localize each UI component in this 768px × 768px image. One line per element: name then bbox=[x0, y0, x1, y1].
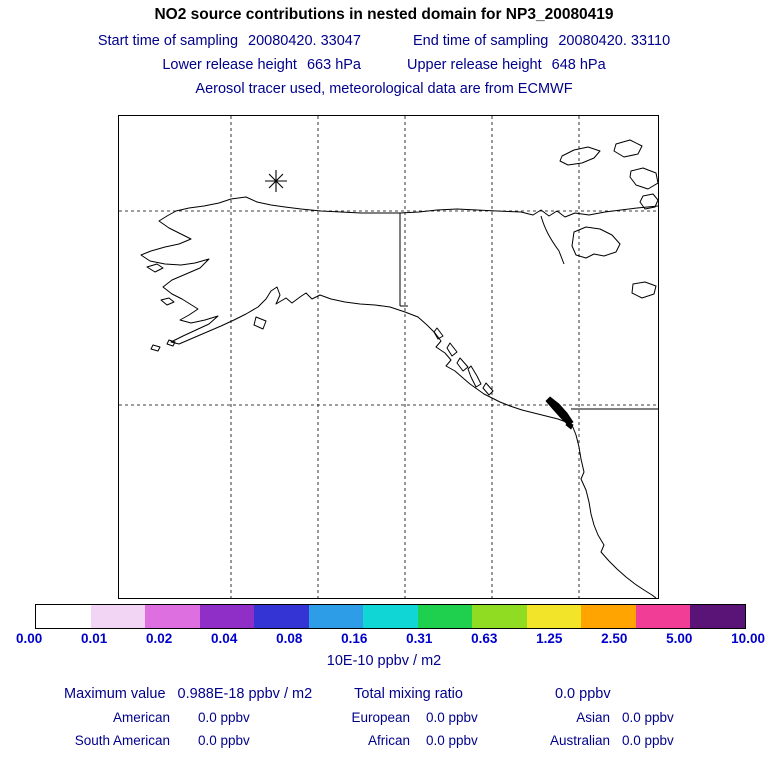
start-time-value: 20080420. 33047 bbox=[248, 33, 361, 49]
coastline-paths bbox=[140, 196, 658, 598]
region-label-south-american: South American bbox=[74, 733, 170, 748]
colorbar-tick-label: 0.31 bbox=[406, 631, 433, 646]
colorbar-tick-label: 10.00 bbox=[731, 631, 765, 646]
upper-release-label: Upper release height bbox=[407, 57, 542, 73]
colorbar-segment bbox=[526, 605, 582, 628]
upper-release-height: Upper release height 648 hPa bbox=[407, 57, 606, 73]
region-value-australian: 0.0 ppbv bbox=[622, 733, 674, 748]
colorbar-segment bbox=[635, 605, 691, 628]
region-label-asian: Asian bbox=[576, 710, 610, 725]
start-time-label: Start time of sampling bbox=[97, 33, 239, 49]
lower-release-label: Lower release height bbox=[162, 57, 297, 73]
release-marker-asterisk-icon bbox=[265, 170, 287, 192]
release-height-line: Lower release height 663 hPa Upper relea… bbox=[0, 57, 768, 73]
region-label-american: American bbox=[112, 710, 170, 725]
region-value-south-american: 0.0 ppbv bbox=[198, 733, 250, 748]
political-borders bbox=[399, 213, 658, 410]
total-mixing-ratio-value: 0.0 ppbv bbox=[554, 686, 611, 702]
colorbar-labels: 0.00 0.01 0.02 0.04 0.08 0.16 0.31 0.63 1.25 2.50… bbox=[16, 631, 765, 646]
colorbar-tick-label: 5.00 bbox=[666, 631, 693, 646]
end-time-label: End time of sampling bbox=[412, 33, 549, 49]
graticule-grid bbox=[119, 116, 658, 598]
lower-release-value: 663 hPa bbox=[306, 57, 361, 73]
map-frame bbox=[118, 115, 659, 599]
region-value-european: 0.0 ppbv bbox=[426, 710, 478, 725]
colorbar-segment bbox=[363, 605, 418, 628]
colorbar-tick-label: 0.01 bbox=[81, 631, 108, 646]
colorbar-segment bbox=[199, 605, 255, 628]
start-time: Start time of sampling 20080420. 33047 bbox=[98, 33, 361, 49]
colorbar-tick-label: 0.04 bbox=[211, 631, 238, 646]
island-outlines bbox=[146, 139, 658, 396]
total-mixing-ratio-label: Total mixing ratio bbox=[354, 686, 463, 702]
end-time: End time of sampling 20080420. 33110 bbox=[413, 33, 670, 49]
colorbar-tick-label: 0.02 bbox=[146, 631, 173, 646]
colorbar-tick-label: 0.16 bbox=[341, 631, 368, 646]
end-time-value: 20080420. 33110 bbox=[558, 33, 671, 49]
colorbar-tick-label: 0.63 bbox=[471, 631, 498, 646]
region-value-african: 0.0 ppbv bbox=[426, 733, 478, 748]
page-title: NO2 source contributions in nested domai… bbox=[154, 6, 614, 23]
colorbar-tick-label: 2.50 bbox=[601, 631, 628, 646]
colorbar-segment bbox=[581, 605, 636, 628]
colorbar-segment bbox=[90, 605, 146, 628]
colorbar-segment bbox=[472, 605, 527, 628]
colorbar-tick-label: 0.00 bbox=[16, 631, 43, 646]
vancouver-island-shapes bbox=[545, 396, 574, 430]
region-value-american: 0.0 ppbv bbox=[198, 710, 250, 725]
colorbar-segment bbox=[417, 605, 473, 628]
colorbar-segment bbox=[308, 605, 364, 628]
colorbar-segment bbox=[690, 605, 745, 628]
maximum-value-label: Maximum value bbox=[64, 686, 166, 702]
colorbar-segment bbox=[254, 605, 309, 628]
region-label-australian: Australian bbox=[549, 733, 610, 748]
colorbar-units: 10E-10 ppbv / m2 bbox=[326, 653, 442, 669]
maximum-value: 0.988E-18 ppbv / m2 bbox=[177, 686, 313, 702]
tracer-note-line: Aerosol tracer used, meteorological data… bbox=[0, 81, 768, 97]
region-contributions: American 0.0 ppbv European 0.0 ppbv Asia… bbox=[0, 710, 768, 748]
colorbar-tick-label: 0.08 bbox=[276, 631, 303, 646]
colorbar-gradient bbox=[35, 604, 746, 629]
colorbar-segment bbox=[36, 605, 91, 628]
lower-release-height: Lower release height 663 hPa bbox=[162, 57, 361, 73]
stats-summary-row: Maximum value 0.988E-18 ppbv / m2 Total … bbox=[0, 686, 768, 702]
lake-outlines bbox=[571, 226, 657, 299]
upper-release-value: 648 hPa bbox=[551, 57, 606, 73]
region-value-asian: 0.0 ppbv bbox=[622, 710, 674, 725]
sampling-time-line: Start time of sampling 20080420. 33047 E… bbox=[0, 33, 768, 49]
colorbar-segment bbox=[145, 605, 200, 628]
colorbar-tick-label: 1.25 bbox=[536, 631, 563, 646]
region-label-european: European bbox=[351, 710, 410, 725]
map-canvas bbox=[119, 116, 658, 598]
river-line bbox=[540, 215, 565, 265]
region-label-african: African bbox=[367, 733, 410, 748]
tracer-note: Aerosol tracer used, meteorological data… bbox=[195, 81, 573, 97]
